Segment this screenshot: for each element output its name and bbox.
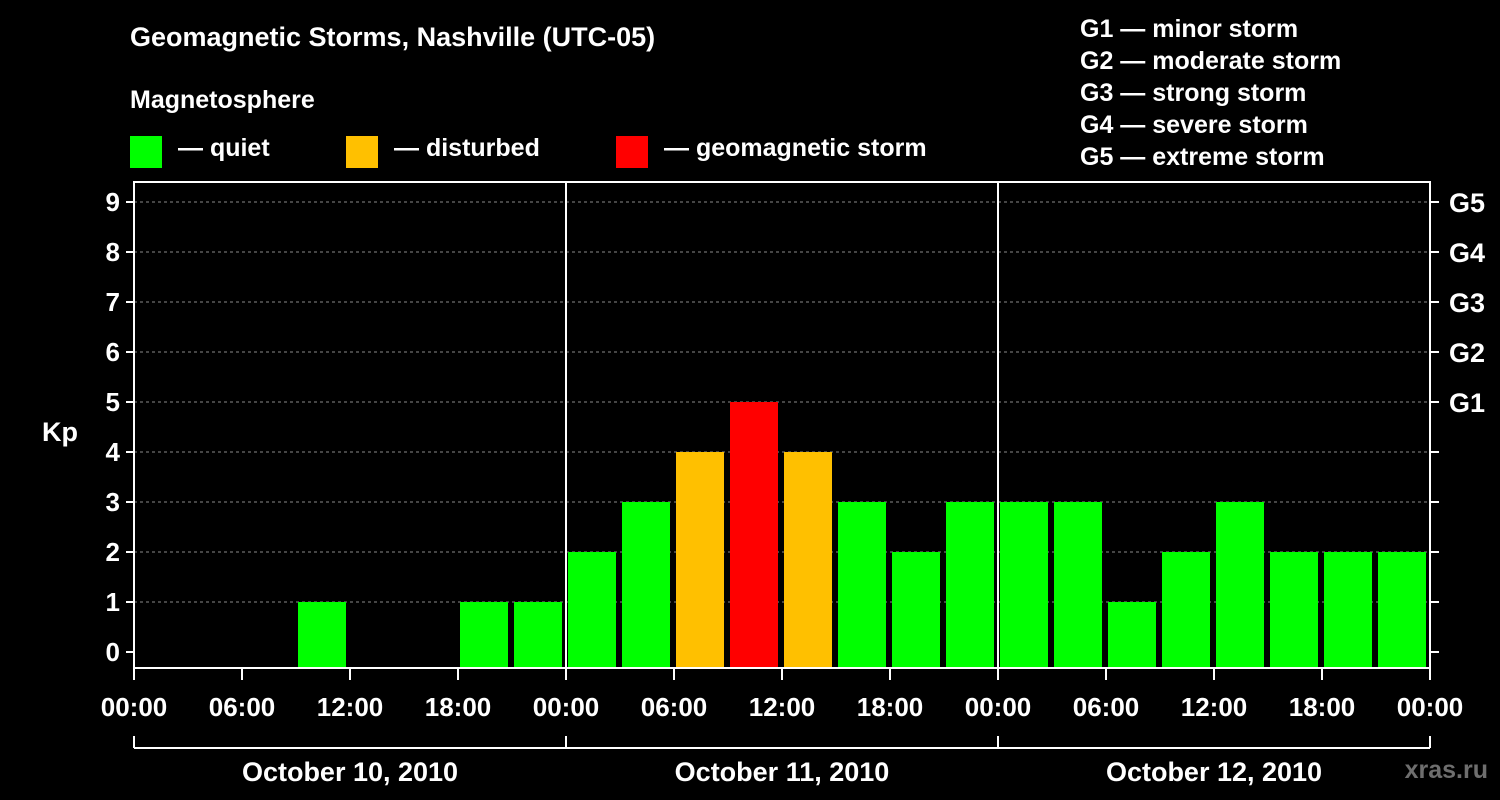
y-tick-label: 2 xyxy=(106,537,120,567)
x-tick-label: 18:00 xyxy=(857,692,924,722)
y-tick-label: 5 xyxy=(106,387,120,417)
y-tick-label: 6 xyxy=(106,337,120,367)
x-tick-label: 00:00 xyxy=(101,692,168,722)
kp-bar xyxy=(1324,552,1372,667)
y-tick-label: 7 xyxy=(106,287,120,317)
g-level-label: G3 xyxy=(1449,288,1485,318)
legend-swatch-storm xyxy=(616,136,648,168)
kp-bar xyxy=(730,402,778,667)
g-level-label: G4 xyxy=(1449,238,1485,268)
y-tick-label: 3 xyxy=(106,487,120,517)
kp-bar xyxy=(784,452,832,667)
x-tick-label: 00:00 xyxy=(1397,692,1464,722)
y-tick-label: 9 xyxy=(106,187,120,217)
kp-bar xyxy=(1216,502,1264,667)
chart-title: Geomagnetic Storms, Nashville (UTC-05) xyxy=(130,22,656,52)
legend-swatch-disturbed xyxy=(346,136,378,168)
date-label: October 10, 2010 xyxy=(242,757,458,787)
x-tick-label: 12:00 xyxy=(1181,692,1248,722)
g-level-label: G2 xyxy=(1449,338,1485,368)
y-tick-label: 8 xyxy=(106,237,120,267)
kp-bar xyxy=(1162,552,1210,667)
g-level-label: G1 xyxy=(1449,388,1485,418)
kp-bar xyxy=(1108,602,1156,667)
x-tick-label: 06:00 xyxy=(641,692,708,722)
x-tick-label: 18:00 xyxy=(1289,692,1356,722)
date-label: October 12, 2010 xyxy=(1106,757,1322,787)
legend-label-quiet: — quiet xyxy=(178,134,270,162)
kp-bar xyxy=(676,452,724,667)
kp-bar xyxy=(460,602,508,667)
g-scale-item-g3: G3 — strong storm xyxy=(1080,79,1307,107)
kp-bar xyxy=(1054,502,1102,667)
legend-label-disturbed: — disturbed xyxy=(394,134,540,162)
chart-subtitle: Magnetosphere xyxy=(130,86,315,114)
x-tick-label: 06:00 xyxy=(1073,692,1140,722)
kp-bar xyxy=(946,502,994,667)
kp-bar xyxy=(514,602,562,667)
y-tick-label: 1 xyxy=(106,587,120,617)
watermark: xras.ru xyxy=(1404,756,1488,784)
legend-label-storm: — geomagnetic storm xyxy=(664,134,927,162)
x-tick-label: 06:00 xyxy=(209,692,276,722)
x-tick-label: 00:00 xyxy=(533,692,600,722)
kp-bar xyxy=(568,552,616,667)
g-scale-item-g1: G1 — minor storm xyxy=(1080,15,1299,43)
y-tick-label: 4 xyxy=(106,437,121,467)
g-level-label: G5 xyxy=(1449,188,1485,218)
date-label: October 11, 2010 xyxy=(675,757,890,787)
kp-bar xyxy=(298,602,346,667)
kp-bar xyxy=(622,502,670,667)
g-scale-item-g4: G4 — severe storm xyxy=(1080,111,1308,139)
g-scale-item-g5: G5 — extreme storm xyxy=(1080,143,1325,171)
kp-bar xyxy=(838,502,886,667)
kp-bar xyxy=(892,552,940,667)
kp-bar xyxy=(1270,552,1318,667)
kp-bar xyxy=(1378,552,1426,667)
x-tick-label: 12:00 xyxy=(317,692,384,722)
x-tick-label: 12:00 xyxy=(749,692,816,722)
x-tick-label: 18:00 xyxy=(425,692,492,722)
y-tick-label: 0 xyxy=(106,637,120,667)
x-tick-label: 00:00 xyxy=(965,692,1032,722)
kp-bar xyxy=(1000,502,1048,667)
y-axis-label: Kp xyxy=(42,417,78,447)
g-scale-item-g2: G2 — moderate storm xyxy=(1080,47,1342,75)
legend-swatch-quiet xyxy=(130,136,162,168)
